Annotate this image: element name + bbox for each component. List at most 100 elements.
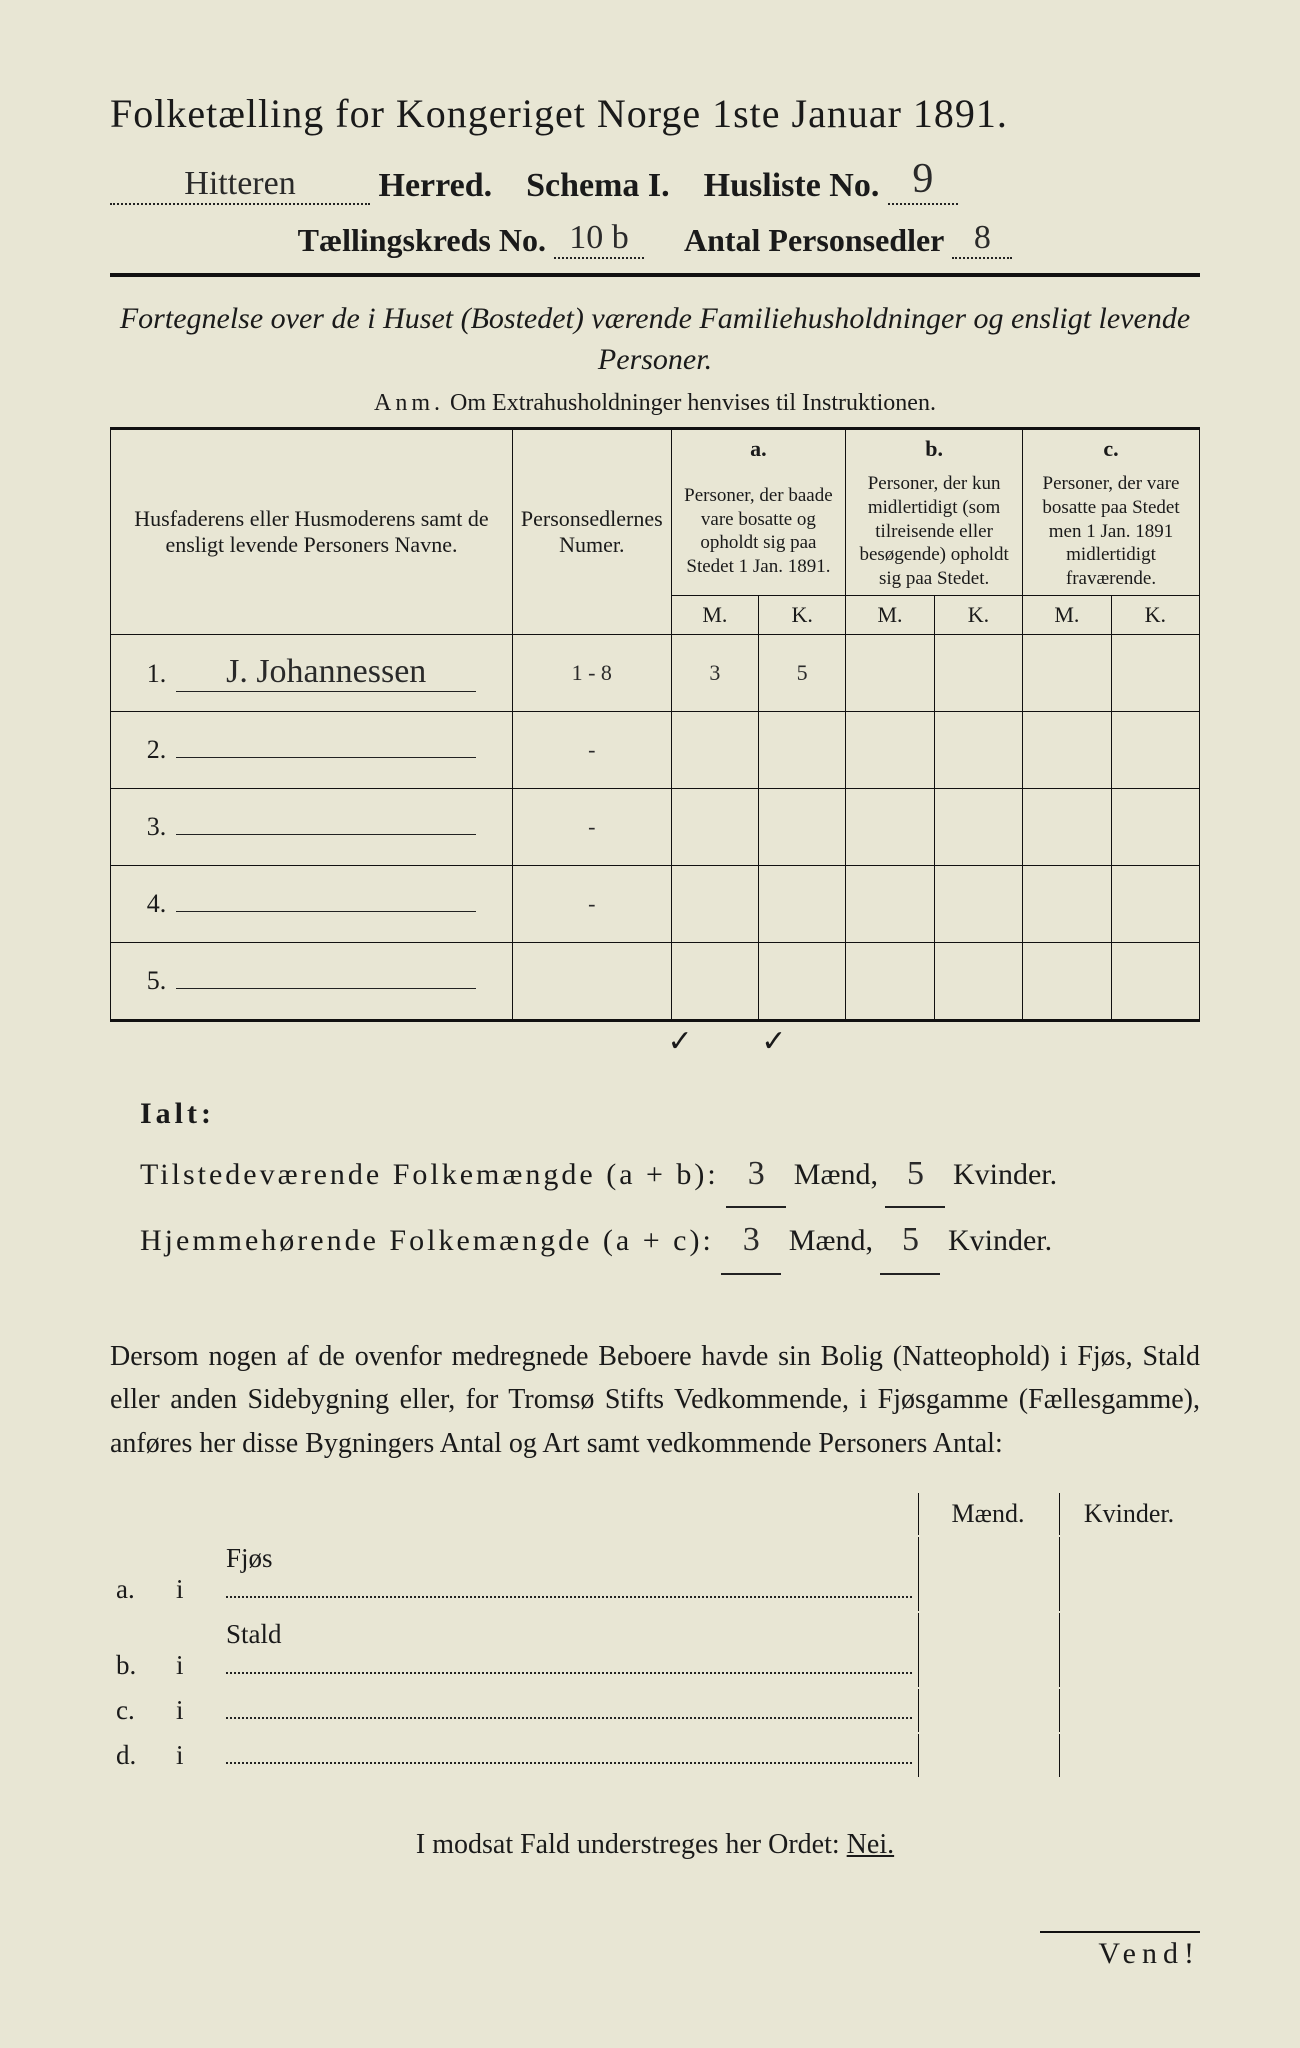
sub-tag: d.	[112, 1734, 170, 1777]
sub-tag: a.	[112, 1537, 170, 1611]
row-c-m	[1023, 788, 1112, 865]
modsat-line: I modsat Fald understreges her Ordet: Ne…	[110, 1829, 1200, 1861]
row-c-k	[1111, 865, 1199, 942]
ialt-block: Ialt: Tilstedeværende Folkemængde (a + b…	[110, 1085, 1200, 1275]
row-b-m	[846, 942, 935, 1020]
row-b-k	[934, 634, 1022, 711]
row-c-m	[1023, 634, 1112, 711]
subtable-row: a.iFjøs	[112, 1537, 1198, 1611]
sub-m-cell	[918, 1734, 1057, 1777]
sub-tag: b.	[112, 1613, 170, 1687]
tick-row: ✓ ✓	[110, 1024, 1200, 1059]
col-a-m: M.	[671, 595, 758, 634]
col-name-header: Husfaderens eller Husmoderens samt de en…	[111, 429, 513, 635]
subtable-row: c.i	[112, 1689, 1198, 1732]
row-b-m	[846, 788, 935, 865]
ialt1-k: 5	[885, 1142, 945, 1209]
vend-label: Vend!	[1040, 1931, 1200, 1971]
row-b-k	[934, 942, 1022, 1020]
kreds-label: Tællingskreds No.	[298, 222, 546, 258]
row-a-m	[671, 942, 758, 1020]
row-c-k	[1111, 634, 1199, 711]
row-b-m	[846, 711, 935, 788]
col-a-k: K.	[759, 595, 846, 634]
row-numer: -	[512, 865, 671, 942]
ialt2-m: 3	[721, 1208, 781, 1275]
row-c-m	[1023, 711, 1112, 788]
sub-label-cell: Stald	[222, 1613, 916, 1687]
outbuildings-table: Mænd. Kvinder. a.iFjøs b.iStald c.i d.i	[110, 1491, 1200, 1779]
ialt2-k-label: Kvinder.	[948, 1224, 1052, 1257]
sub-hdr-m: Mænd.	[918, 1493, 1057, 1535]
row-numer	[512, 942, 671, 1020]
table-row: 1.J. Johannessen1 - 835	[111, 634, 1200, 711]
subtable-row: d.i	[112, 1734, 1198, 1777]
kreds-line: Tællingskreds No. 10 b Antal Personsedle…	[110, 219, 1200, 259]
col-c-text: Personer, der vare bosatte paa Stedet me…	[1023, 468, 1200, 595]
row-a-k	[759, 711, 846, 788]
row-c-m	[1023, 942, 1112, 1020]
ialt1-m: 3	[726, 1142, 786, 1209]
table-row: 3.-	[111, 788, 1200, 865]
row-a-m	[671, 711, 758, 788]
tick-a-k: ✓	[727, 1024, 821, 1059]
sub-i: i	[172, 1613, 220, 1687]
antal-value: 8	[952, 219, 1012, 259]
census-form-page: Folketælling for Kongeriget Norge 1ste J…	[0, 0, 1300, 2031]
row-b-k	[934, 711, 1022, 788]
row-name-cell: 5.	[111, 942, 513, 1020]
ialt1-m-label: Mænd,	[794, 1158, 878, 1191]
ialt1-label: Tilstedeværende Folkemængde (a + b):	[140, 1158, 719, 1191]
modsat-nei: Nei.	[847, 1829, 894, 1860]
sub-i: i	[172, 1734, 220, 1777]
rule-divider	[110, 273, 1200, 277]
col-c-k: K.	[1111, 595, 1199, 634]
sub-m-cell	[918, 1689, 1057, 1732]
schema-label: Schema I.	[526, 167, 670, 204]
row-a-k: 5	[759, 634, 846, 711]
row-c-k	[1111, 942, 1199, 1020]
sub-k-cell	[1059, 1537, 1198, 1611]
ialt-label: Ialt:	[140, 1097, 215, 1130]
row-a-m: 3	[671, 634, 758, 711]
col-name-text: Husfaderens eller Husmoderens samt de en…	[134, 506, 488, 557]
sub-k-cell	[1059, 1689, 1198, 1732]
herred-line: Hitteren Herred. Schema I. Husliste No. …	[110, 155, 1200, 205]
ialt2-label: Hjemmehørende Folkemængde (a + c):	[140, 1224, 714, 1257]
sub-k-cell	[1059, 1734, 1198, 1777]
col-b-text: Personer, der kun midlertidigt (som tilr…	[846, 468, 1023, 595]
subtable-row: b.iStald	[112, 1613, 1198, 1687]
table-row: 5.	[111, 942, 1200, 1020]
row-a-m	[671, 865, 758, 942]
row-numer: -	[512, 788, 671, 865]
tick-a-m: ✓	[633, 1024, 727, 1059]
row-a-k	[759, 865, 846, 942]
households-table: Husfaderens eller Husmoderens samt de en…	[110, 427, 1200, 1022]
anm-note: Anm. Om Extrahusholdninger henvises til …	[110, 390, 1200, 417]
ialt1-k-label: Kvinder.	[953, 1158, 1057, 1191]
col-b-k: K.	[934, 595, 1022, 634]
herred-label: Herred.	[379, 167, 493, 204]
row-numer: -	[512, 711, 671, 788]
anm-text: Om Extrahusholdninger henvises til Instr…	[450, 390, 936, 416]
row-b-k	[934, 865, 1022, 942]
outbuildings-paragraph: Dersom nogen af de ovenfor medregnede Be…	[110, 1335, 1200, 1465]
col-c-m: M.	[1023, 595, 1112, 634]
table-row: 4.-	[111, 865, 1200, 942]
row-name-cell: 2.	[111, 711, 513, 788]
ialt-row-2: Hjemmehørende Folkemængde (a + c): 3 Mæn…	[140, 1208, 1200, 1275]
form-subtitle: Fortegnelse over de i Huset (Bostedet) v…	[110, 299, 1200, 380]
husliste-label: Husliste No.	[704, 167, 880, 204]
page-title: Folketælling for Kongeriget Norge 1ste J…	[110, 90, 1200, 137]
herred-value: Hitteren	[110, 165, 370, 205]
col-c-tag: c.	[1023, 429, 1200, 469]
sub-i: i	[172, 1689, 220, 1732]
ialt2-m-label: Mænd,	[789, 1224, 873, 1257]
sub-label-cell	[222, 1734, 916, 1777]
sub-i: i	[172, 1537, 220, 1611]
row-b-m	[846, 634, 935, 711]
row-name-cell: 4.	[111, 865, 513, 942]
anm-prefix: Anm.	[374, 390, 444, 416]
antal-label: Antal Personsedler	[684, 222, 944, 258]
sub-tag: c.	[112, 1689, 170, 1732]
